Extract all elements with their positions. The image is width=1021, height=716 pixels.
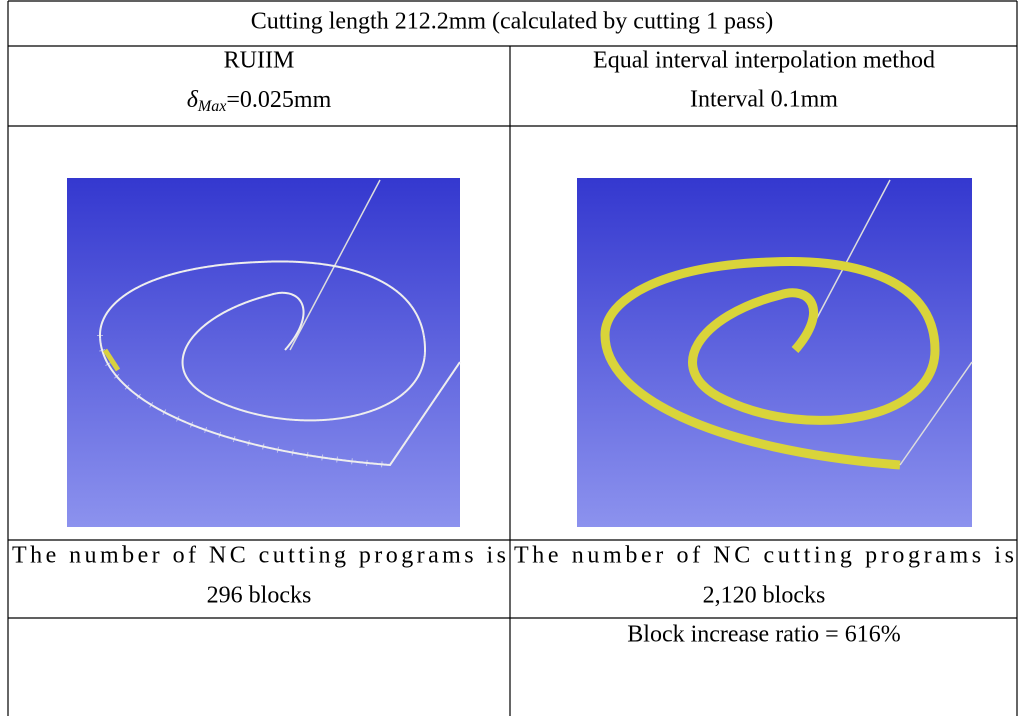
parameter: Interval 0.1mm xyxy=(690,87,838,113)
ratio: Block increase ratio = 616% xyxy=(627,622,900,648)
column-name: Equal interval interpolation method xyxy=(593,48,935,74)
equal-interval-render xyxy=(577,178,972,527)
programs-label: The number of NC cutting programs is xyxy=(12,543,506,569)
subscript: Max xyxy=(197,98,226,115)
ruiim-render xyxy=(67,178,460,527)
parameter: δMax=0.025mm xyxy=(187,87,332,115)
column-name: RUIIM xyxy=(224,48,295,74)
parameter-value: =0.025mm xyxy=(226,87,331,113)
programs-count: 296 blocks xyxy=(207,583,312,609)
table-title: Cutting length 212.2mm (calculated by cu… xyxy=(251,9,774,35)
page: Cutting length 212.2mm (calculated by cu… xyxy=(0,0,1021,716)
programs-count: 2,120 blocks xyxy=(703,583,826,609)
programs-label: The number of NC cutting programs is xyxy=(514,543,1014,569)
